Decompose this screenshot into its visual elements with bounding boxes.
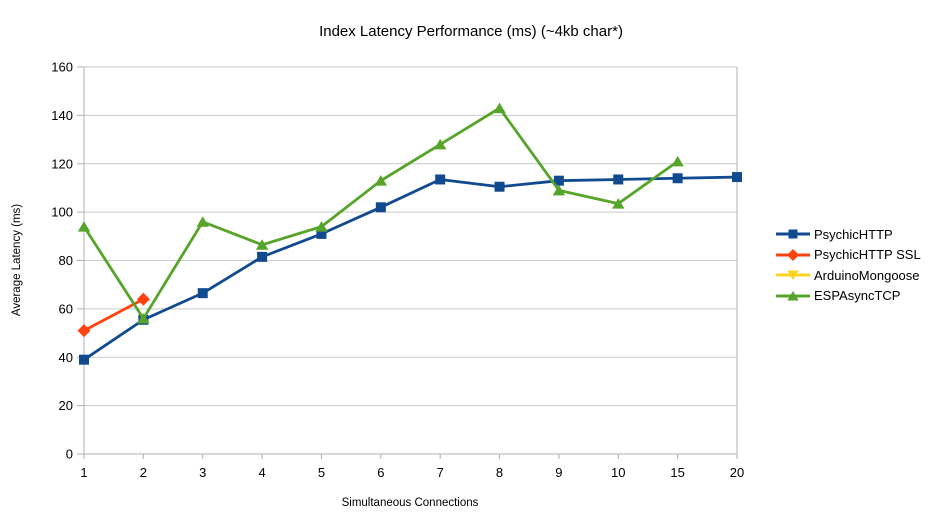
legend-marker-icon	[776, 270, 810, 281]
x-tick-label: 7	[437, 465, 444, 480]
x-tick-label: 6	[377, 465, 384, 480]
data-point-marker	[553, 175, 564, 186]
y-tick-label: 40	[59, 350, 73, 365]
legend-item-0: PsychicHTTP	[776, 224, 921, 245]
x-tick-label: 15	[670, 465, 684, 480]
x-axis-title: Simultaneous Connections	[342, 497, 479, 509]
legend-label: PsychicHTTP	[814, 226, 893, 242]
data-point-marker	[375, 202, 386, 213]
data-point-marker	[79, 354, 89, 365]
x-tick-label: 4	[258, 465, 265, 480]
series-line-0	[82, 175, 739, 362]
data-point-marker	[672, 173, 683, 184]
data-point-marker	[374, 175, 388, 186]
y-axis-title: Average Latency (ms)	[11, 204, 23, 316]
legend-item-3: ESPAsyncTCP	[776, 286, 921, 307]
legend-label: ArduinoMongoose	[814, 267, 920, 283]
data-point-marker	[315, 221, 328, 232]
data-point-marker	[552, 184, 566, 196]
x-tick-label: 10	[611, 465, 625, 480]
data-point-marker	[197, 288, 208, 299]
data-point-marker	[255, 239, 269, 250]
data-point-marker	[435, 174, 446, 185]
x-tick-label: 3	[199, 465, 206, 480]
series-line-3	[82, 106, 680, 320]
legend-label: ESPAsyncTCP	[814, 288, 901, 304]
data-point-marker	[196, 216, 209, 227]
y-tick-label: 100	[51, 205, 73, 220]
x-tick-label: 8	[496, 465, 503, 480]
legend-marker-icon	[776, 229, 810, 239]
data-point-marker	[613, 174, 624, 185]
data-point-marker	[136, 292, 150, 306]
data-point-marker	[494, 181, 505, 192]
data-point-marker	[77, 221, 91, 232]
y-tick-label: 0	[66, 447, 73, 462]
legend-marker-icon	[776, 290, 810, 301]
y-tick-label: 160	[51, 60, 73, 75]
y-tick-label: 80	[59, 253, 73, 268]
data-point-marker	[433, 138, 447, 150]
legend: PsychicHTTP PsychicHTTP SSL ArduinoMongoos…	[776, 224, 921, 306]
y-tick-label: 20	[59, 398, 73, 413]
plot-grid-and-series: 0 20 40 60 80 100 120 140 160 1 2 3 4 5 6 7 8 9 10 15 20	[51, 60, 744, 481]
legend-label: PsychicHTTP SSL	[814, 247, 921, 263]
data-point-marker	[257, 251, 268, 262]
legend-item-2: ArduinoMongoose	[776, 265, 921, 286]
y-tick-label: 60	[59, 301, 73, 316]
data-point-marker	[77, 324, 91, 338]
data-point-marker	[671, 155, 684, 167]
legend-marker-icon	[776, 248, 810, 261]
data-point-marker	[732, 172, 742, 183]
x-tick-label: 2	[140, 465, 147, 480]
data-point-marker	[493, 102, 506, 114]
legend-item-1: PsychicHTTP SSL	[776, 245, 921, 266]
data-point-marker	[612, 198, 625, 209]
data-point-marker	[137, 313, 150, 324]
chart-title: Index Latency Performance (ms) (~4kb cha…	[319, 23, 623, 40]
y-tick-label: 140	[51, 108, 73, 123]
x-tick-label: 1	[80, 465, 87, 480]
y-tick-label: 120	[51, 156, 73, 171]
x-tick-label: 9	[555, 465, 562, 480]
x-tick-label: 5	[318, 465, 325, 480]
x-tick-label: 20	[730, 465, 744, 480]
